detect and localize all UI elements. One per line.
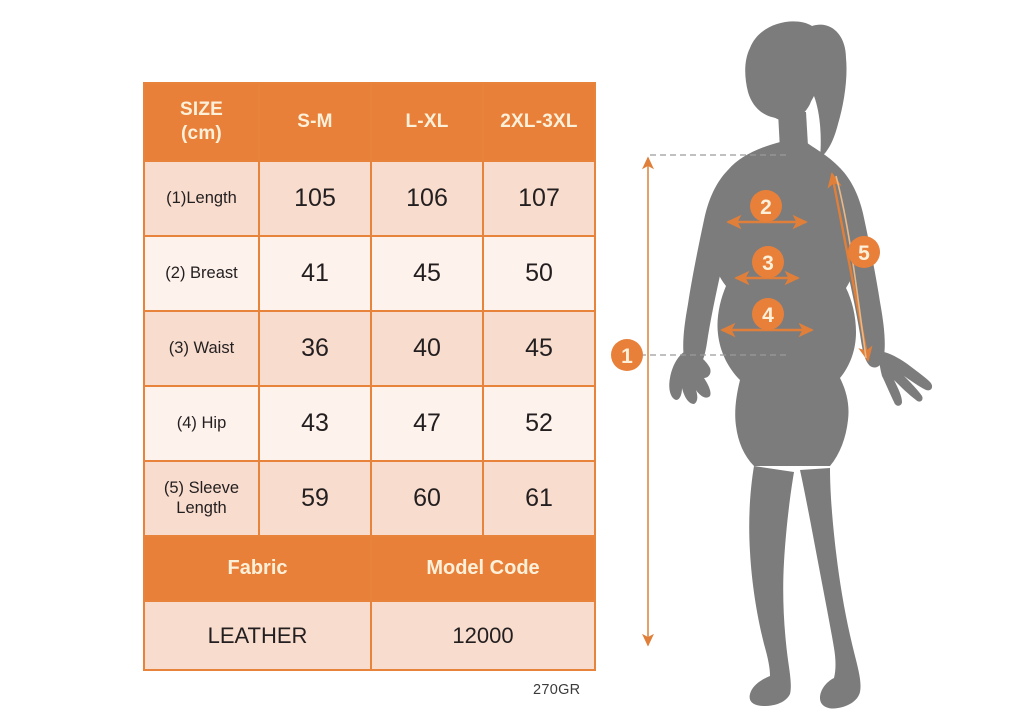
marker-5-label: 5 (858, 242, 870, 265)
table-row: (5) Sleeve Length 59 60 61 (145, 462, 594, 535)
marker-2-label: 2 (760, 196, 772, 219)
table-row: (2) Breast 41 45 50 (145, 237, 594, 310)
header-size-cell: SIZE (cm) (145, 84, 258, 160)
marker-3-label: 3 (762, 252, 774, 275)
cell-hip-s-m: 43 (260, 387, 370, 460)
marker-badge-1: 1 (611, 339, 643, 371)
marker-badge-5: 5 (848, 236, 880, 268)
marker-2-circle (750, 190, 782, 222)
cell-hip-2xl-3xl: 52 (484, 387, 594, 460)
fabric-weight-note: 270GR (533, 682, 581, 698)
cell-model-code-value: 12000 (372, 602, 594, 669)
table-header-row: SIZE (cm) S-M L-XL 2XL-3XL (145, 84, 594, 160)
cell-length-2xl-3xl: 107 (484, 162, 594, 235)
marker-1-circle (611, 339, 643, 371)
measurement-figure-panel: 1 2 3 4 5 (600, 0, 1024, 721)
marker-badge-3: 3 (752, 246, 784, 278)
cell-breast-2xl-3xl: 50 (484, 237, 594, 310)
marker-badge-2: 2 (750, 190, 782, 222)
cell-sleeve-s-m: 59 (260, 462, 370, 535)
cell-length-s-m: 105 (260, 162, 370, 235)
size-chart-table-container: SIZE (cm) S-M L-XL 2XL-3XL (1)Length 105… (143, 82, 596, 671)
cell-fabric-value: LEATHER (145, 602, 370, 669)
cell-waist-l-xl: 40 (372, 312, 482, 385)
cell-breast-s-m: 41 (260, 237, 370, 310)
row-label-sleeve-length: (5) Sleeve Length (145, 462, 258, 535)
subheader-model-code: Model Code (372, 537, 594, 600)
marker-4-circle (752, 298, 784, 330)
row-label-waist: (3) Waist (145, 312, 258, 385)
marker-badge-4: 4 (752, 298, 784, 330)
sleeve-length-guide-curve (835, 175, 867, 359)
table-row: (4) Hip 43 47 52 (145, 387, 594, 460)
subheader-fabric: Fabric (145, 537, 370, 600)
marker-5-circle (848, 236, 880, 268)
female-silhouette-icon (669, 21, 933, 709)
size-chart-table: SIZE (cm) S-M L-XL 2XL-3XL (1)Length 105… (143, 82, 596, 671)
marker-1-label: 1 (621, 345, 633, 368)
header-unit-label: (cm) (181, 123, 222, 144)
row-label-hip: (4) Hip (145, 387, 258, 460)
body-measurement-diagram: 1 2 3 4 5 (611, 21, 933, 709)
table-row: (1)Length 105 106 107 (145, 162, 594, 235)
table-row: (3) Waist 36 40 45 (145, 312, 594, 385)
cell-breast-l-xl: 45 (372, 237, 482, 310)
cell-length-l-xl: 106 (372, 162, 482, 235)
cell-waist-2xl-3xl: 45 (484, 312, 594, 385)
length-measure-annotation (630, 154, 790, 647)
table-footer-row: LEATHER 12000 (145, 602, 594, 669)
header-col-s-m: S-M (260, 84, 370, 160)
cell-sleeve-2xl-3xl: 61 (484, 462, 594, 535)
header-col-2xl-3xl: 2XL-3XL (484, 84, 594, 160)
cell-sleeve-l-xl: 60 (372, 462, 482, 535)
header-size-label: SIZE (179, 98, 224, 120)
table-subheader-row: Fabric Model Code (145, 537, 594, 600)
marker-3-circle (752, 246, 784, 278)
marker-4-label: 4 (762, 304, 774, 327)
header-col-l-xl: L-XL (372, 84, 482, 160)
row-label-breast: (2) Breast (145, 237, 258, 310)
cell-hip-l-xl: 47 (372, 387, 482, 460)
row-label-length: (1)Length (145, 162, 258, 235)
cell-waist-s-m: 36 (260, 312, 370, 385)
